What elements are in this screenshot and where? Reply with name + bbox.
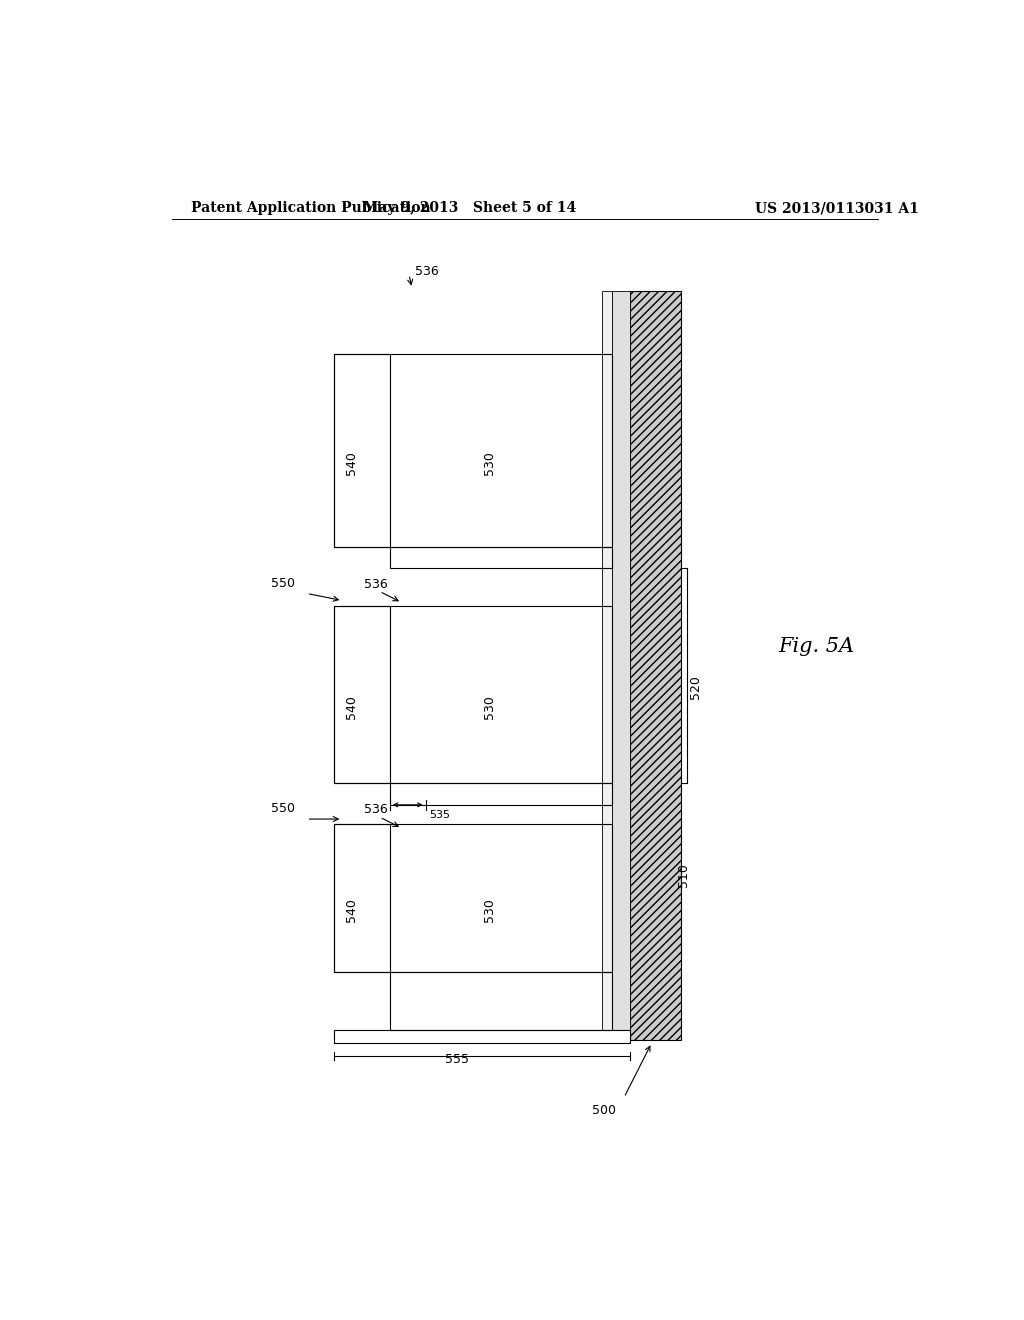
Text: Fig. 5A: Fig. 5A — [778, 636, 855, 656]
Text: US 2013/0113031 A1: US 2013/0113031 A1 — [755, 201, 919, 215]
Text: 536: 536 — [416, 265, 439, 277]
Bar — [334, 606, 612, 784]
Bar — [334, 824, 612, 972]
Bar — [390, 546, 612, 568]
Text: Patent Application Publication: Patent Application Publication — [191, 201, 431, 215]
Bar — [334, 606, 390, 784]
Text: 530: 530 — [482, 451, 496, 475]
Bar — [390, 546, 612, 568]
Text: 540: 540 — [345, 451, 358, 475]
Bar — [334, 354, 612, 546]
Text: 540: 540 — [345, 899, 358, 923]
Text: 536: 536 — [364, 578, 387, 591]
Bar — [390, 784, 612, 805]
Text: 520: 520 — [689, 675, 701, 698]
Bar — [334, 354, 390, 546]
Bar — [334, 606, 390, 784]
Bar — [334, 824, 612, 972]
Text: 550: 550 — [270, 803, 295, 816]
Bar — [630, 290, 681, 1040]
Bar — [334, 354, 612, 546]
Text: 535: 535 — [430, 810, 451, 820]
Text: 530: 530 — [482, 696, 496, 719]
Text: 555: 555 — [445, 1053, 469, 1067]
Text: 536: 536 — [364, 804, 387, 816]
Text: May 9, 2013   Sheet 5 of 14: May 9, 2013 Sheet 5 of 14 — [362, 201, 575, 215]
Bar — [334, 606, 612, 784]
Text: 500: 500 — [592, 1105, 616, 1117]
Text: 540: 540 — [345, 696, 358, 719]
Bar — [334, 1031, 630, 1043]
Bar — [602, 290, 612, 1040]
Text: 510: 510 — [677, 863, 690, 887]
Text: 550: 550 — [270, 577, 295, 590]
Bar — [390, 972, 612, 1031]
Bar — [612, 290, 630, 1040]
Text: 530: 530 — [482, 899, 496, 923]
Bar — [334, 354, 390, 546]
Bar — [334, 824, 390, 972]
Bar — [334, 824, 390, 972]
Bar — [390, 972, 612, 1031]
Bar — [390, 784, 612, 805]
